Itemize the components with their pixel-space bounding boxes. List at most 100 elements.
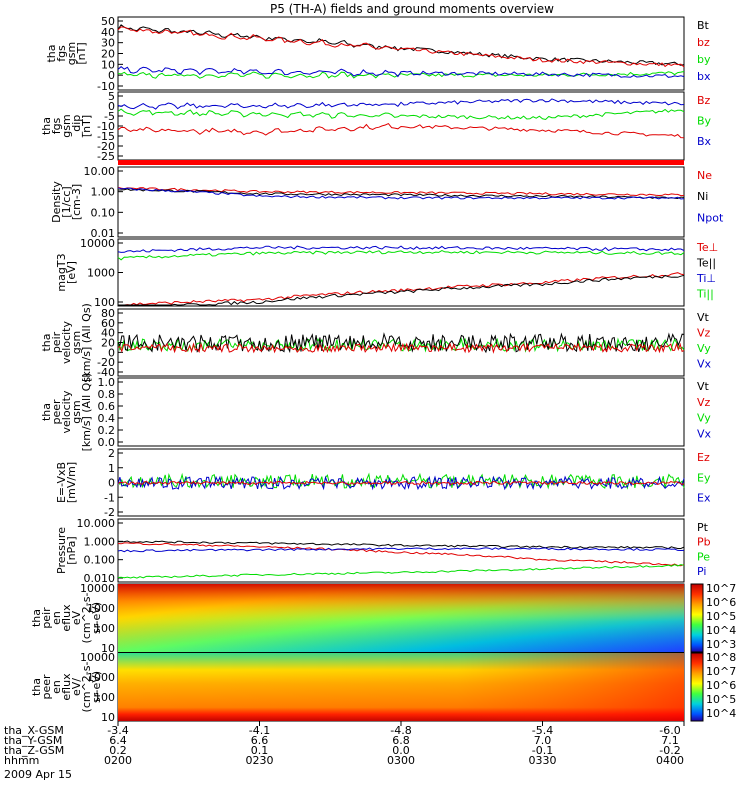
colorbar-label: 10^3: [706, 638, 736, 651]
y-axis-label: eflux: [60, 604, 73, 632]
y-axis-label: (cm^2-s-: [80, 593, 93, 644]
x-tick-label: 0230: [246, 754, 274, 767]
legend-entry: Ti⊥: [696, 272, 716, 285]
y-tick-label: 60: [101, 317, 115, 330]
peir-spectrogram-overlay: [118, 584, 684, 652]
legend-entry: Vz: [697, 327, 711, 340]
panel-pressure: 10.000 1.000 0.100 0.010 Pressure[nPa] Pt PbPe…: [55, 517, 711, 585]
y-tick-label: 100: [94, 296, 115, 309]
legend-entry: Vt: [697, 311, 710, 324]
x-tick-label: 7.1: [661, 734, 679, 747]
y-tick-label: 0: [108, 100, 115, 113]
y-axis-label: [km/s] (All Qs): [80, 303, 93, 382]
x-row-label: tha_X-GSM: [4, 724, 64, 737]
colorbar-label: 10^7: [706, 665, 736, 678]
y-tick-label: 0.100: [84, 554, 116, 567]
colorbar-label: 10^4: [706, 707, 736, 720]
x-row-label: tha_Z-GSM: [4, 744, 64, 757]
legend-entry: Bz: [697, 94, 711, 107]
series-line-bz: [117, 26, 685, 68]
legend-entry: Te⊥: [696, 241, 718, 254]
y-tick-label: 10000: [80, 651, 115, 664]
series-line-Pe: [117, 564, 685, 579]
x-row-label: tha_Y-GSM: [4, 734, 62, 747]
colorbar-label: 10^6: [706, 679, 736, 692]
legend-entry: Ex: [697, 492, 711, 505]
y-tick-label: 40: [101, 26, 115, 39]
series-line-Bt: [117, 24, 685, 66]
x-tick-label: 0.0: [392, 744, 410, 757]
legend-entry: Bx: [697, 135, 712, 148]
y-axis-label: sr-eV): [90, 602, 103, 634]
series-line-Pi: [117, 547, 685, 553]
legend-entry: Bt: [697, 19, 710, 32]
legend-entry: Vx: [697, 427, 712, 440]
colorbar-label: 10^7: [706, 582, 736, 595]
y-axis-label: eV/: [70, 678, 83, 696]
y-axis-label: gsm: [60, 114, 73, 137]
series-line-bx: [117, 66, 685, 78]
y-axis-label: en: [50, 611, 63, 625]
series-line-By: [117, 108, 685, 121]
date-label: 2009 Apr 15: [4, 768, 72, 781]
colorbar-label: 10^4: [706, 624, 736, 637]
y-tick-label: 1000: [87, 602, 115, 615]
y-tick-label: -1: [104, 491, 115, 504]
y-axis-label: peir: [50, 331, 63, 353]
series-line-Vz: [117, 342, 685, 354]
legend-entry: Ez: [697, 451, 710, 464]
colorbar-label: 10^8: [706, 651, 736, 664]
y-tick-label: 40: [101, 327, 115, 340]
legend-entry: Ne: [697, 169, 712, 182]
y-tick-label: 1.0: [98, 376, 116, 389]
y-tick-label: 10: [101, 642, 115, 655]
legend-entry: Ni: [697, 190, 708, 203]
legend-entry: Vy: [697, 342, 711, 355]
colorbar-label: 10^5: [706, 610, 736, 623]
series-line-Pt: [117, 540, 685, 550]
panel-peir-spec: 10000 1000 100 10 thapeirenefluxeV(cm^2-s-sr…: [30, 582, 736, 655]
y-axis-label: tha: [30, 678, 43, 696]
y-axis-label: velocity: [60, 390, 73, 433]
y-axis-label: _dip: [70, 115, 83, 139]
series-line-Ez: [117, 480, 685, 486]
y-tick-label: 0.01: [91, 227, 116, 240]
panel-frame: [117, 166, 685, 238]
y-axis-label: tha: [30, 609, 43, 627]
legend-entry: Ey: [697, 471, 711, 484]
y-axis-label: peir: [40, 607, 53, 629]
legend-entry: Pb: [697, 536, 711, 549]
y-tick-label: 10.00: [84, 165, 116, 178]
y-tick-label: 10: [101, 711, 115, 724]
y-axis-label: peer: [50, 399, 63, 425]
y-tick-label: -10: [97, 80, 115, 93]
legend-entry: Pt: [697, 521, 709, 534]
y-tick-label: 0.8: [98, 388, 116, 401]
y-axis-label: tha: [40, 333, 53, 351]
panel-density: 10.00 1.00 0.10 0.01 Density[1/cc][cm-3] Ne Ni…: [50, 165, 724, 240]
series-line-Ti||: [117, 250, 685, 261]
y-tick-label: 1.000: [84, 535, 116, 548]
y-tick-label: -10: [97, 120, 115, 133]
y-tick-label: 50: [101, 15, 115, 28]
x-tick-label: 0300: [387, 754, 415, 767]
legend-entry: by: [697, 53, 711, 66]
panel-frame: [117, 16, 685, 91]
x-tick-label: 0200: [104, 754, 132, 767]
y-axis-label: [mV/m]: [65, 462, 78, 503]
peir-colorbar: [690, 583, 704, 653]
x-tick-label: 6.8: [392, 734, 410, 747]
y-tick-label: -20: [97, 356, 115, 369]
y-tick-label: 1000: [87, 267, 115, 280]
series-line-Ti⊥: [117, 245, 685, 253]
x-tick-label: -4.8: [390, 724, 411, 737]
x-row-label: hhmm: [4, 754, 39, 767]
x-tick-label: 0.1: [251, 744, 269, 757]
y-axis-label: fgs: [50, 117, 63, 134]
panel-temperature: 10000 1000 100 magT3[eV] Te⊥ Te|| Ti⊥ Ti||: [55, 237, 718, 309]
figure-title: P5 (TH-A) fields and ground moments over…: [270, 2, 554, 16]
legend-entry: Vz: [697, 396, 711, 409]
y-axis-label: Density: [50, 181, 63, 223]
x-tick-label: 6.6: [251, 734, 269, 747]
